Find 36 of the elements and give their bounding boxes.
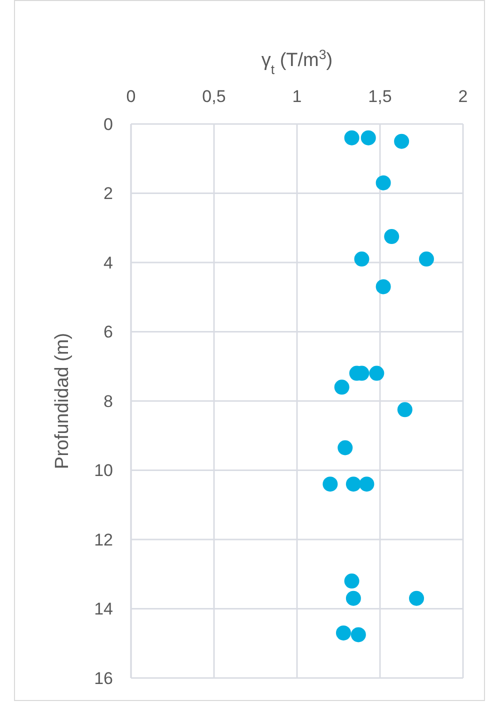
point: [394, 134, 410, 149]
y-tick-label: 16: [94, 668, 113, 688]
point: [360, 130, 376, 146]
point: [336, 625, 351, 640]
point: [397, 402, 412, 418]
y-tick-label: 4: [104, 253, 113, 272]
point: [369, 366, 384, 381]
point: [376, 279, 391, 294]
point: [344, 130, 360, 146]
y-tick-label: 12: [94, 530, 113, 550]
x-tick-label: 0,5: [202, 87, 226, 106]
point: [418, 252, 434, 267]
x-tick-label: 1,5: [368, 87, 392, 106]
point: [409, 590, 424, 606]
point: [338, 440, 353, 456]
point: [350, 627, 366, 642]
point: [322, 476, 338, 492]
point: [346, 590, 361, 606]
x-tick-label: 0: [126, 87, 136, 106]
y-tick-label: 2: [104, 184, 113, 204]
point: [359, 476, 374, 492]
y-tick-label: 10: [94, 461, 113, 480]
x-tick-label: 2: [458, 87, 468, 106]
point: [344, 574, 360, 589]
point: [354, 252, 370, 267]
y-tick-label: 0: [104, 114, 113, 134]
y-tick-label: 14: [94, 600, 113, 619]
y-tick-label: 8: [104, 392, 113, 411]
point: [334, 380, 350, 395]
x-axis-title: γ$_{t}$ (T/m$^{3}$): [261, 46, 333, 76]
point: [376, 175, 391, 190]
point: [384, 229, 400, 244]
x-tick-label: 1: [292, 87, 302, 106]
y-axis-title: Profundidad (m): [52, 332, 73, 470]
y-tick-label: 6: [104, 322, 113, 342]
point: [346, 476, 361, 492]
